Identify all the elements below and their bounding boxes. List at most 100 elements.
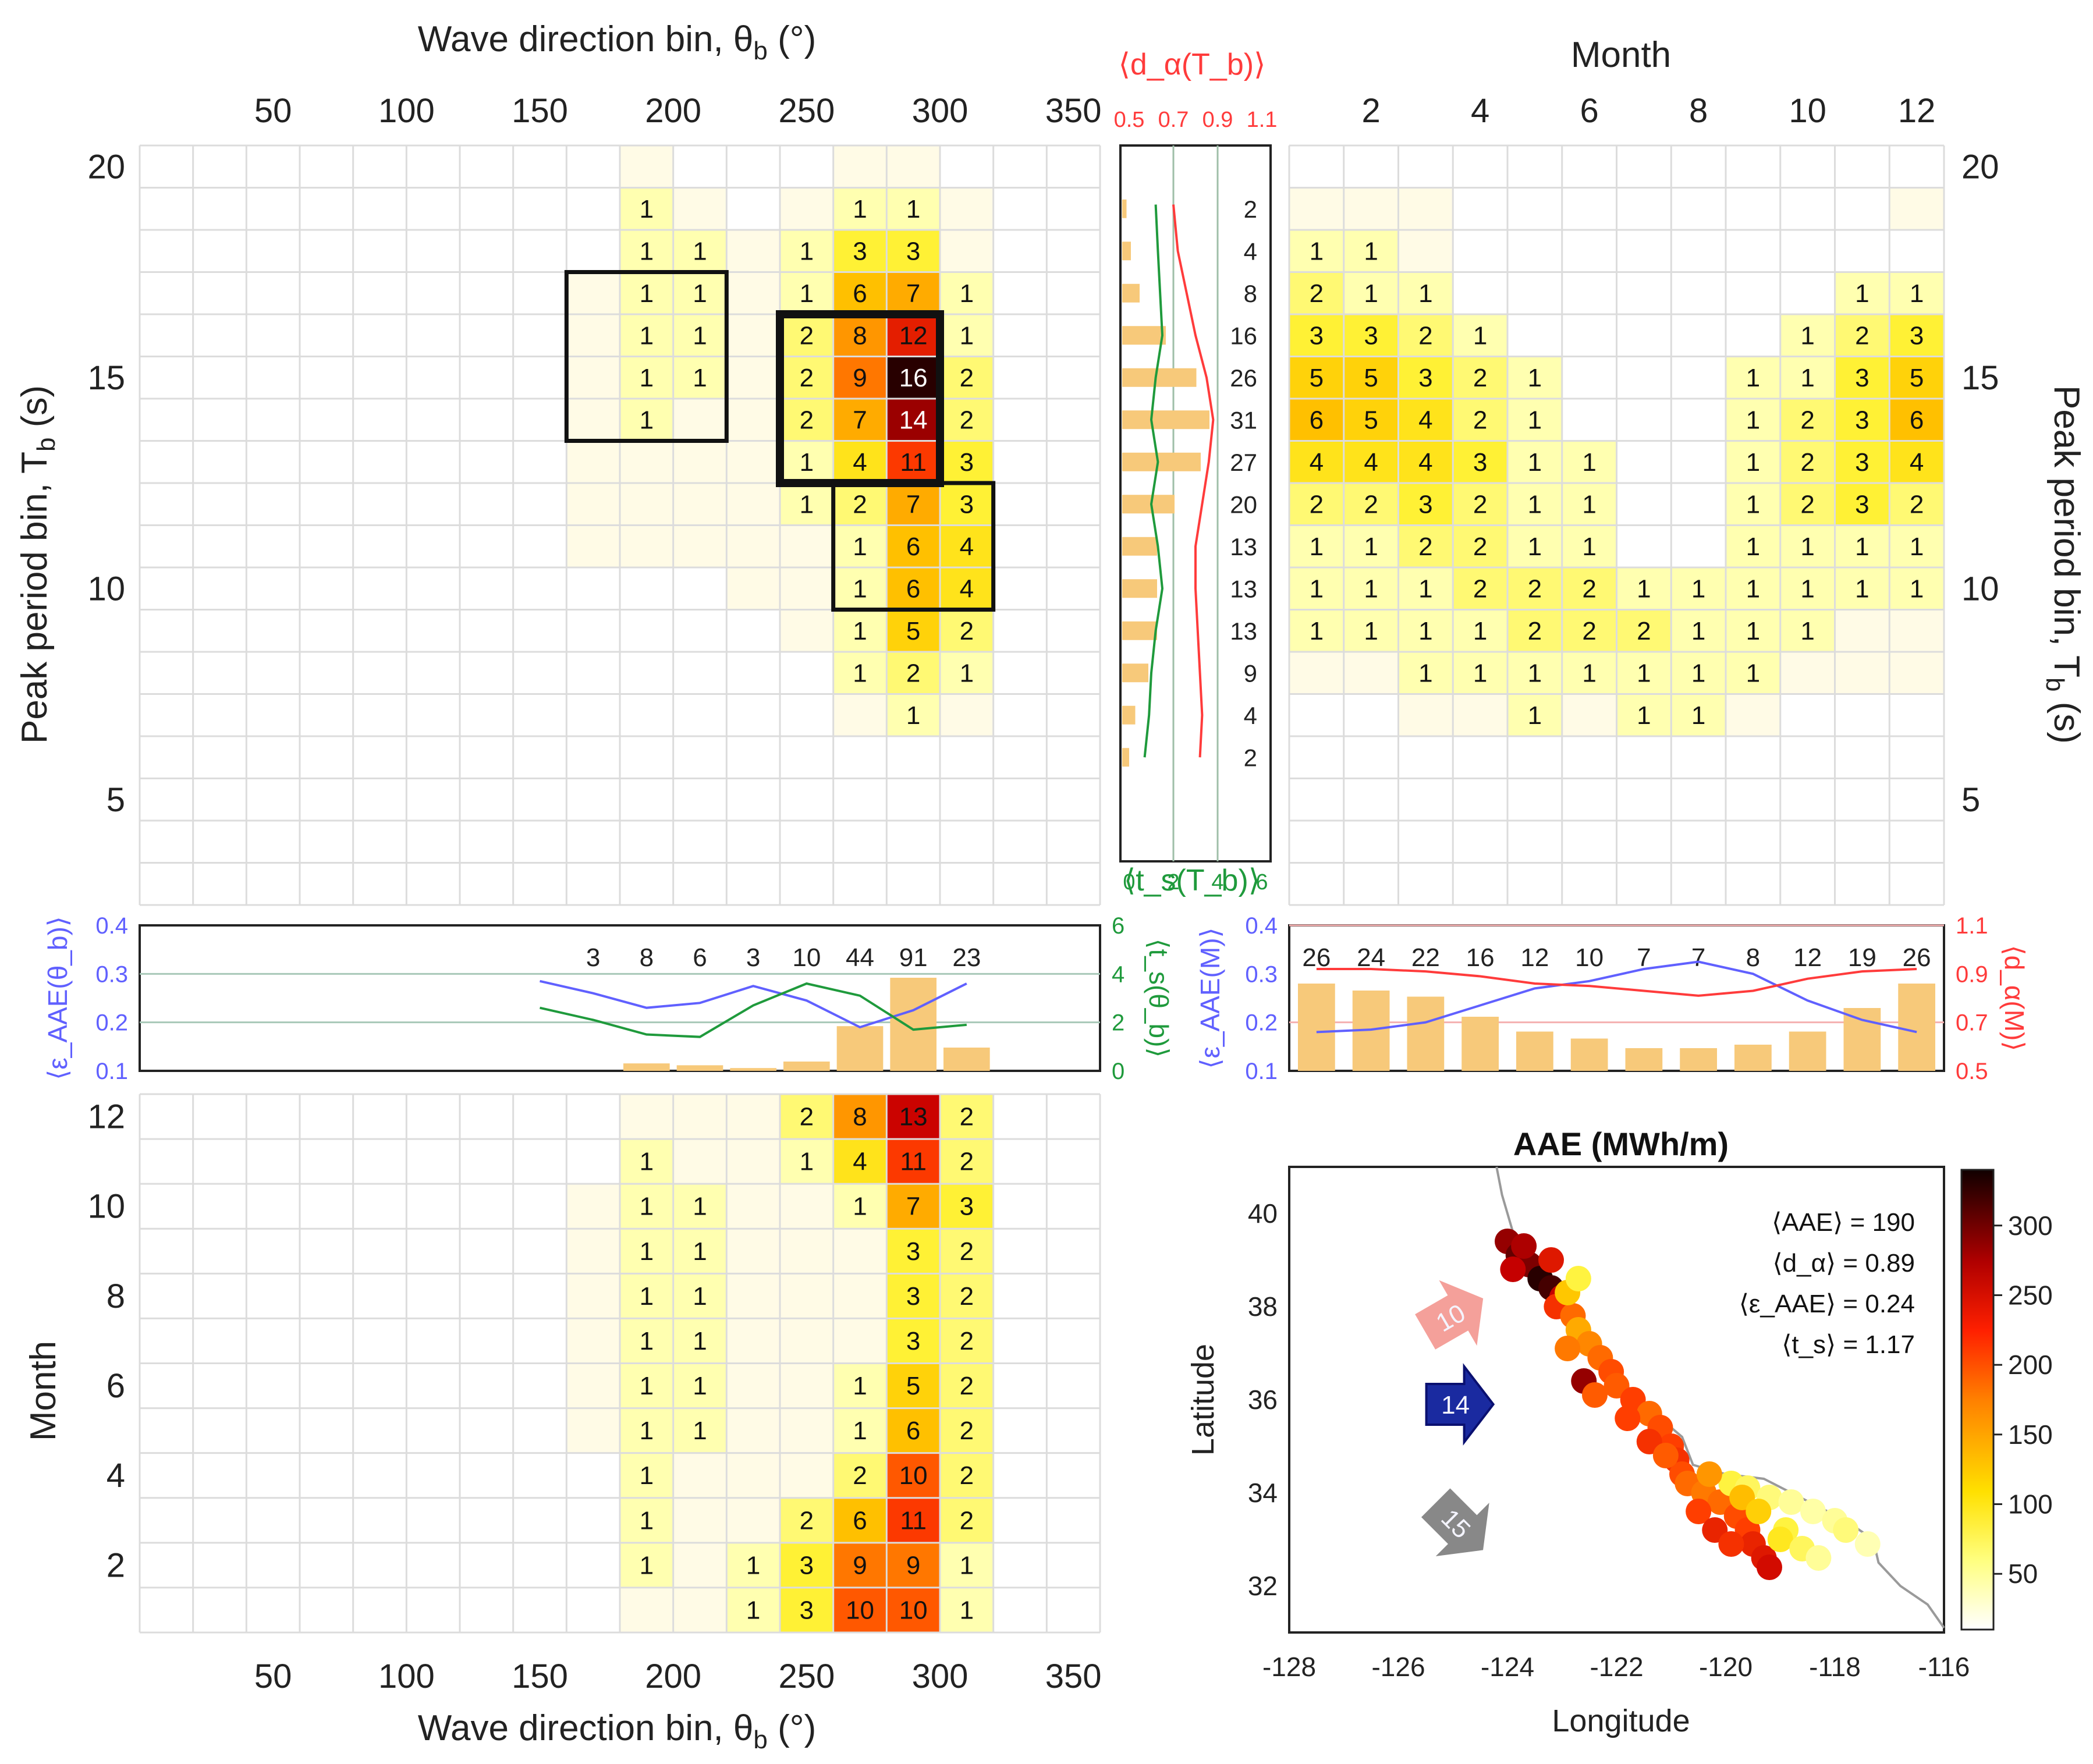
dp-faint-cell: [726, 314, 780, 357]
mp-faint-cell: [1343, 187, 1399, 230]
mp-cell-label: 2: [1473, 574, 1487, 603]
dp-cell-label: 4: [960, 533, 974, 561]
dm-cell-label: 6: [906, 1417, 920, 1445]
mp-cell: [1562, 483, 1617, 526]
month-strip-panel: 26 24 22 16 12 10 7 7 8 12 19 26 0.1 0.2 0.3 0.4 0.5 0.7 0…: [1195, 913, 2030, 1084]
mp-cell: [1889, 567, 1944, 610]
mp-cell-label: 4: [1364, 448, 1378, 477]
month-top-tick: 12: [1898, 92, 1936, 130]
mp-faint-cell: [1398, 230, 1453, 272]
mp-cell-label: 4: [1418, 448, 1432, 477]
dm-faint-cell: [780, 1408, 833, 1453]
dp-faint-cell: [726, 399, 780, 441]
mp-cell: [1289, 483, 1344, 526]
mp-cell-label: 3: [1473, 448, 1487, 477]
mp-cell-label: 1: [1418, 659, 1432, 687]
dm-cell: [886, 1273, 940, 1319]
month-left-tick: 12: [87, 1098, 125, 1136]
month-strip-content: 26 24 22 16 12 10 7 7 8 12 19 26 0.1 0.2 0.3 0.4 0.5 0.7 0…: [1245, 913, 1988, 1084]
ps-bar: [1122, 748, 1129, 767]
map-arrow-shape: [1421, 1488, 1489, 1557]
mp-cell-label: 1: [1310, 617, 1324, 645]
ds-bar: [890, 978, 936, 1071]
ms-bar: [1461, 1017, 1499, 1071]
dm-cell-label: 1: [853, 1417, 867, 1445]
ds-right-tick: 2: [1112, 1010, 1124, 1036]
aae-map-ticks: -128 -126 -124 -122 -120 -118 -116 32 34 36 38 40: [1248, 1198, 1970, 1682]
ps-count-label: 2: [1244, 196, 1257, 223]
mp-cell: [1889, 525, 1944, 567]
dm-cell: [940, 1542, 994, 1588]
mp-cell: [1453, 314, 1507, 357]
ps-top-tick: 0.7: [1158, 108, 1189, 132]
dir-bottom-tick: 50: [254, 1657, 292, 1695]
mp-faint-cell: [1835, 652, 1890, 694]
dp-cell: [886, 694, 940, 736]
ms-bar: [1570, 1038, 1608, 1071]
dp-faint-cell: [620, 441, 673, 483]
mp-cell: [1343, 356, 1399, 399]
dp-cell-label: 3: [960, 448, 974, 477]
aae-colorbar: [1960, 1169, 1995, 1631]
dm-cell: [886, 1094, 940, 1140]
mp-cell: [1562, 652, 1617, 694]
mp-cell-label: 2: [1528, 617, 1542, 645]
period-right-tick: 10: [1961, 570, 1999, 608]
dm-cell-label: 3: [800, 1551, 814, 1580]
ps-bar: [1122, 283, 1140, 303]
dm-cell-label: 1: [746, 1596, 760, 1624]
dp-cell-label: 1: [800, 279, 814, 308]
mp-cell-label: 2: [1473, 533, 1487, 561]
dp-cell-label: 2: [800, 321, 814, 350]
dp-cell: [620, 187, 673, 230]
mp-cell-label: 2: [1473, 490, 1487, 519]
ms-count-label: 24: [1357, 943, 1385, 972]
ds-right-tick: 4: [1112, 961, 1124, 987]
dm-cell-label: 9: [853, 1551, 867, 1580]
dm-cell-label: 1: [853, 1372, 867, 1400]
month-strip-left-label: ⟨ε_AAE(M)⟩: [1195, 928, 1225, 1069]
dp-faint-cell: [566, 399, 620, 441]
period-left-axis-label: Peak period bin, Tb (s): [15, 385, 61, 744]
mp-cell-label: 2: [1528, 574, 1542, 603]
dp-faint-cell: [566, 356, 620, 399]
mp-cell-label: 2: [1637, 617, 1651, 645]
dp-cell-label: 8: [853, 321, 867, 350]
ms-count-label: 7: [1637, 943, 1651, 972]
dm-faint-cell: [726, 1318, 780, 1364]
period-right-tick: 15: [1961, 359, 1999, 397]
direction-period-boxes: [564, 270, 996, 612]
dm-cell-label: 7: [906, 1192, 920, 1221]
mp-cell: [1289, 399, 1344, 441]
mp-cell: [1780, 399, 1835, 441]
map-point: [1778, 1489, 1804, 1515]
dm-cell-label: 1: [640, 1461, 654, 1490]
map-point: [1582, 1382, 1608, 1408]
mp-cell-label: 1: [1800, 364, 1814, 392]
ms-right-tick: 0.7: [1956, 1010, 1988, 1036]
mp-cell-label: 1: [1418, 574, 1432, 603]
dp-cell: [886, 272, 940, 314]
dp-cell: [940, 652, 994, 694]
dp-faint-cell: [673, 399, 727, 441]
dp-cell: [940, 356, 994, 399]
map-point: [1696, 1461, 1722, 1487]
dm-cell-label: 1: [693, 1372, 707, 1400]
dm-cell: [833, 1587, 887, 1632]
map-x-tick: -126: [1371, 1652, 1425, 1682]
map-point: [1767, 1527, 1793, 1552]
ps-bottom-tick: 2: [1167, 870, 1179, 895]
mp-cell-label: 1: [1746, 574, 1760, 603]
dp-cell: [673, 230, 727, 272]
mp-cell: [1289, 567, 1344, 610]
dm-cell: [940, 1453, 994, 1498]
dm-cell-label: 2: [800, 1506, 814, 1535]
mp-cell-label: 2: [1364, 490, 1378, 519]
mp-cell: [1726, 652, 1780, 694]
dp-cell-label: 1: [960, 279, 974, 308]
mp-cell: [1289, 441, 1344, 483]
dp-cell-label: 1: [853, 574, 867, 603]
mp-cell-label: 3: [1855, 364, 1869, 392]
